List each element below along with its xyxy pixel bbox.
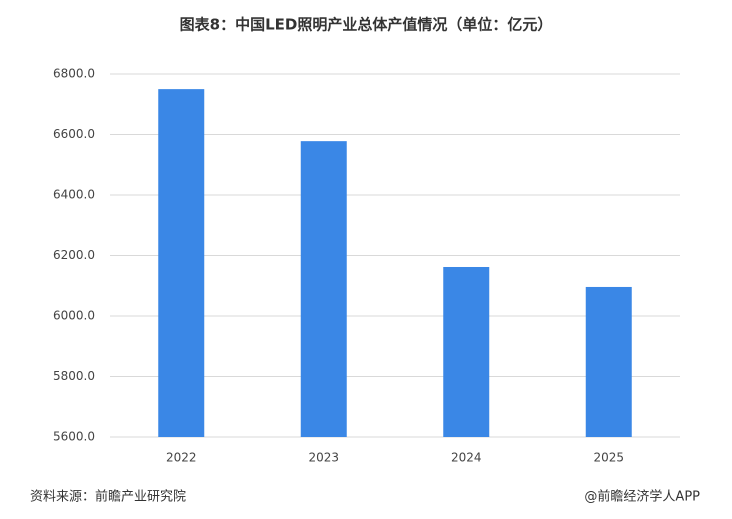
x-tick-label: 2023 xyxy=(308,451,339,465)
bar xyxy=(300,141,347,437)
y-tick-label: 6800.0 xyxy=(53,67,95,81)
y-tick-label: 6200.0 xyxy=(53,248,95,262)
x-tick-label: 2022 xyxy=(166,451,197,465)
y-tick-label: 6400.0 xyxy=(53,188,95,202)
bar xyxy=(158,89,205,437)
credit: @前瞻经济学人APP xyxy=(584,489,700,505)
x-tick-label: 2024 xyxy=(451,451,482,465)
x-tick-label: 2025 xyxy=(593,451,624,465)
y-tick-label: 5600.0 xyxy=(53,430,95,444)
bar xyxy=(443,266,490,437)
chart-title: 图表8：中国LED照明产业总体产值情况（单位：亿元） xyxy=(180,16,553,34)
source: 资料来源：前瞻产业研究院 xyxy=(30,489,186,505)
y-tick-label: 6000.0 xyxy=(53,309,95,323)
y-tick-label: 5800.0 xyxy=(53,369,95,383)
y-tick-label: 6600.0 xyxy=(53,127,95,141)
bar xyxy=(585,286,632,437)
